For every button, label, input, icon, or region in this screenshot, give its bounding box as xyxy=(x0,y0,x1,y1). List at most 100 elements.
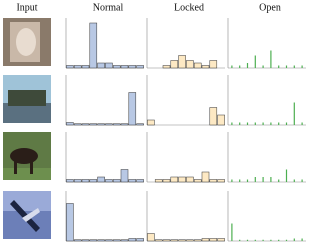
bar xyxy=(73,65,82,69)
bar xyxy=(239,179,241,182)
bar xyxy=(81,179,90,183)
column-header: Locked xyxy=(174,2,204,13)
bar xyxy=(186,239,194,242)
bar xyxy=(105,239,113,242)
bar xyxy=(89,22,98,69)
bar xyxy=(97,239,105,242)
bar xyxy=(209,60,218,69)
bar xyxy=(285,65,288,68)
bar xyxy=(89,239,98,242)
bar xyxy=(231,65,233,68)
bar xyxy=(162,65,171,69)
bar xyxy=(270,50,272,68)
bar xyxy=(262,122,264,125)
bar xyxy=(120,65,129,69)
bar xyxy=(128,65,137,69)
bar xyxy=(293,65,295,68)
bar xyxy=(73,123,82,126)
column-header: Normal xyxy=(93,2,124,13)
bar xyxy=(97,176,105,183)
bar xyxy=(231,223,233,241)
bar xyxy=(178,239,186,242)
bar xyxy=(105,179,113,183)
bar xyxy=(246,122,249,125)
bar xyxy=(147,119,155,126)
bar xyxy=(285,122,288,125)
bar xyxy=(193,179,202,183)
bar xyxy=(270,177,272,182)
bar xyxy=(201,238,210,242)
bar xyxy=(178,55,186,69)
bar xyxy=(293,179,295,182)
bar xyxy=(246,63,249,68)
bar xyxy=(254,239,256,241)
bar xyxy=(301,179,303,182)
bar xyxy=(120,123,129,126)
bar xyxy=(128,179,137,183)
bar xyxy=(270,239,272,241)
bar xyxy=(209,238,218,242)
bar xyxy=(170,176,179,183)
bar xyxy=(136,238,144,242)
column-header: Input xyxy=(16,2,37,13)
bar xyxy=(278,179,280,182)
bar xyxy=(66,179,74,183)
bar xyxy=(112,123,121,126)
bar xyxy=(81,239,90,242)
bar xyxy=(262,177,264,182)
bar xyxy=(136,123,144,126)
bar xyxy=(105,62,113,69)
bar xyxy=(128,238,137,242)
bar xyxy=(162,239,171,242)
bar xyxy=(193,239,202,242)
bar xyxy=(254,122,256,125)
bar xyxy=(285,169,288,182)
bar xyxy=(301,238,303,241)
bar xyxy=(73,239,82,242)
bar xyxy=(278,122,280,125)
bar xyxy=(66,203,74,242)
bar xyxy=(89,179,98,183)
bar xyxy=(136,65,144,69)
bar xyxy=(246,239,249,241)
bar xyxy=(170,239,179,242)
bar xyxy=(136,179,144,183)
bar xyxy=(201,171,210,183)
bar xyxy=(217,179,225,183)
bar xyxy=(154,179,163,183)
bar xyxy=(239,65,241,68)
bar xyxy=(239,239,241,241)
bar xyxy=(170,60,179,69)
bar xyxy=(162,179,171,183)
input-image xyxy=(3,191,51,239)
bar xyxy=(112,65,121,69)
bar xyxy=(66,122,74,126)
bar xyxy=(278,239,280,241)
bar xyxy=(66,65,74,69)
bar xyxy=(186,176,194,183)
bar xyxy=(231,179,233,182)
bar xyxy=(270,122,272,125)
bar xyxy=(254,55,256,68)
bar xyxy=(97,123,105,126)
bar xyxy=(231,122,233,125)
bar xyxy=(186,60,194,69)
bar xyxy=(293,102,295,125)
input-image xyxy=(3,18,51,66)
bar xyxy=(209,179,218,183)
bar xyxy=(246,179,249,182)
bar xyxy=(217,238,225,242)
bar xyxy=(178,176,186,183)
bar xyxy=(301,65,303,68)
bar xyxy=(81,65,90,69)
bar xyxy=(293,238,295,241)
bar xyxy=(254,177,256,182)
bar xyxy=(285,239,288,241)
bar xyxy=(97,62,105,69)
bar xyxy=(120,239,129,242)
bar xyxy=(154,239,163,242)
bar xyxy=(112,179,121,183)
bar xyxy=(262,239,264,241)
input-image xyxy=(3,75,51,123)
bar xyxy=(201,65,210,69)
